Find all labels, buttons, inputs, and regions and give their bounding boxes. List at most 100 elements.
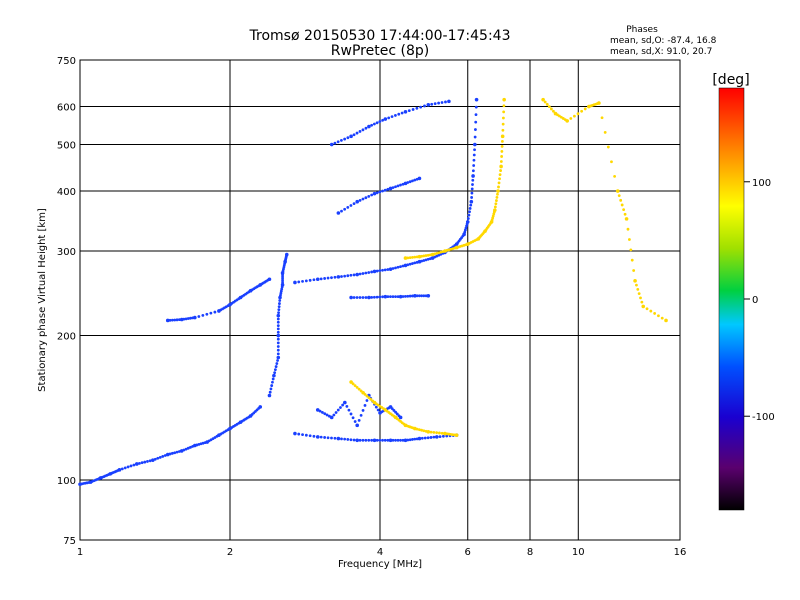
trace-point — [474, 105, 478, 109]
trace-point — [549, 107, 553, 111]
trace-point — [639, 296, 642, 300]
trace-point — [319, 277, 323, 281]
trace-point — [408, 256, 412, 260]
trace-point — [496, 192, 499, 196]
trace-point — [340, 139, 343, 142]
trace-point — [353, 384, 357, 388]
trace-point — [276, 337, 280, 341]
trace-point — [474, 113, 478, 117]
trace-point — [339, 406, 342, 409]
trace-point — [383, 268, 387, 272]
trace-point — [375, 191, 379, 195]
trace-point — [343, 437, 347, 441]
trace-point — [386, 187, 390, 191]
trace-point — [441, 434, 445, 438]
data-point — [417, 436, 422, 441]
trace-point — [473, 148, 476, 152]
trace-point — [378, 190, 382, 194]
x-tick-label: 2 — [227, 547, 233, 558]
trace-point — [420, 436, 424, 440]
trace-point — [359, 413, 363, 417]
trace-point — [500, 155, 504, 158]
data-point — [398, 294, 403, 299]
trace-point — [394, 410, 397, 414]
trace-point — [304, 279, 308, 283]
trace-point — [628, 238, 631, 241]
trace-point — [367, 438, 371, 442]
trace-point — [276, 352, 280, 356]
trace-point — [420, 294, 423, 298]
data-point — [471, 174, 475, 178]
trace-point — [273, 368, 277, 371]
data-point — [336, 436, 341, 441]
trace-point — [437, 431, 441, 435]
trace-point — [422, 294, 426, 298]
trace-point — [182, 448, 186, 452]
trace-point — [606, 145, 610, 149]
trace-point — [312, 278, 316, 282]
data-point — [134, 462, 139, 466]
trace-point — [378, 438, 382, 442]
data-point — [372, 191, 377, 196]
trace-point — [372, 295, 376, 299]
trace-point — [653, 312, 657, 315]
trace-point — [420, 428, 423, 432]
data-point — [355, 423, 359, 428]
trace-point — [386, 295, 390, 299]
data-point — [388, 267, 393, 271]
data-point — [355, 272, 359, 277]
trace-point — [333, 275, 337, 279]
trace-point — [276, 341, 280, 345]
trace-point — [346, 136, 350, 140]
trace-point — [411, 179, 414, 183]
data-point — [349, 134, 353, 139]
x-tick-label: 10 — [572, 547, 585, 558]
trace-point — [308, 278, 312, 282]
trace-point — [640, 300, 644, 304]
x-tick-label: 16 — [674, 547, 687, 558]
trace-point — [361, 438, 365, 442]
trace-point — [197, 315, 201, 318]
trace-point — [301, 279, 304, 283]
data-point — [496, 189, 500, 193]
data-points — [78, 97, 668, 487]
trace-point — [274, 365, 278, 368]
trace-point — [364, 196, 368, 200]
trace-point — [406, 256, 410, 260]
x-axis-ticks: 1 2 4 6 8 10 16 — [77, 547, 687, 558]
trace-point — [381, 118, 385, 122]
x-axis-label: Frequency [MHz] — [338, 559, 422, 570]
trace-point — [381, 295, 385, 299]
data-point — [315, 277, 320, 282]
trace-point — [433, 102, 437, 106]
trace-point — [636, 287, 640, 291]
trace-point — [132, 463, 136, 467]
trace-point — [471, 178, 475, 182]
trace-point — [330, 276, 333, 280]
data-point — [502, 97, 506, 102]
trace-point — [281, 279, 284, 283]
trace-point — [323, 412, 327, 416]
trace-point — [497, 181, 501, 185]
trace-point — [423, 436, 427, 440]
trace-point — [358, 296, 362, 299]
trace-point — [319, 435, 323, 439]
trace-point — [175, 318, 179, 322]
trace-point — [355, 296, 359, 299]
data-point — [398, 415, 403, 420]
trace-point — [474, 120, 478, 124]
data-point — [447, 99, 451, 104]
trace-point — [352, 133, 356, 137]
trace-point — [340, 275, 343, 278]
trace-point — [408, 180, 412, 184]
trace-point — [422, 259, 426, 262]
trace-point — [660, 316, 664, 320]
data-point — [403, 438, 408, 443]
trace-point — [500, 139, 504, 143]
trace-point — [470, 187, 474, 191]
trace-point — [630, 258, 634, 262]
data-point — [597, 101, 601, 105]
trace-point — [408, 438, 412, 442]
trace-point — [279, 291, 283, 295]
data-point — [454, 433, 459, 437]
